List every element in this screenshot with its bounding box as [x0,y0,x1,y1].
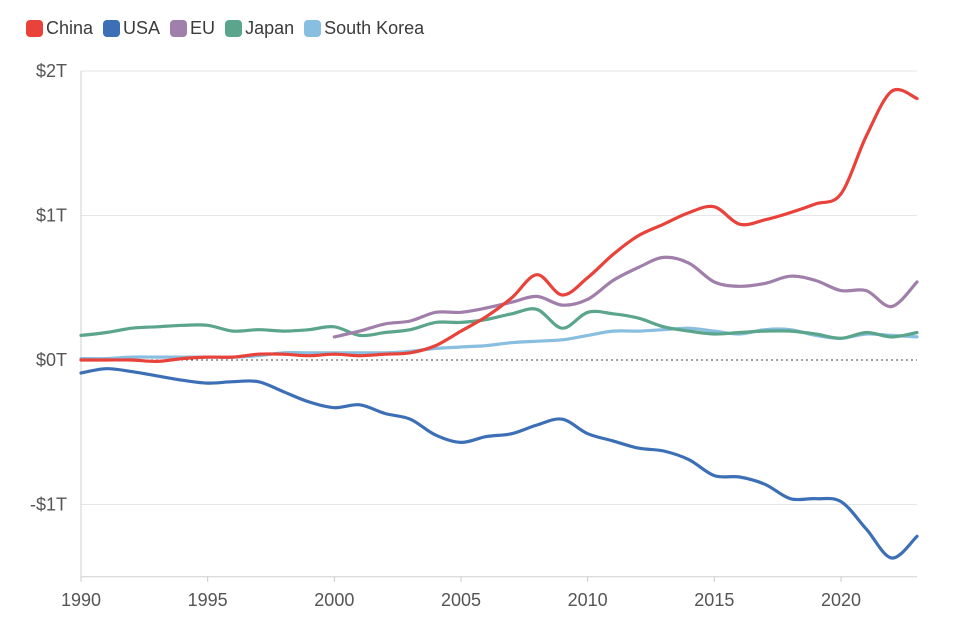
series-line-usa [79,367,919,560]
legend-swatch [304,19,322,37]
series-line-japan [79,307,919,340]
legend-item-japan: Japan [225,18,294,39]
legend-item-usa: USA [103,18,160,39]
legend-item-south-korea: South Korea [304,18,424,39]
y-tick-label: $0T [36,350,67,370]
x-tick-label: 1990 [61,590,101,610]
series-line-eu [332,255,919,339]
x-tick-label: 2000 [314,590,354,610]
x-tick-label: 2010 [568,590,608,610]
series-lines [79,87,919,560]
legend-swatch [225,19,243,37]
legend-label: Japan [245,17,295,38]
grid [81,70,917,505]
legend-label: South Korea [324,17,425,38]
x-tick-label: 2015 [694,590,734,610]
legend-item-eu: EU [170,18,215,39]
series-line-china [79,87,919,364]
y-tick-label: -$1T [30,495,67,515]
y-tick-label: $2T [36,61,67,81]
x-axis: 1990 1995 2000 2005 2010 2015 2020 [61,71,917,610]
legend-swatch [170,19,188,37]
x-tick-label: 1995 [188,590,228,610]
legend: China USA EU Japan South Korea [26,15,424,41]
legend-label: USA [123,17,161,38]
legend-label: China [46,17,94,38]
legend-item-china: China [26,18,93,39]
x-tick-label: 2005 [441,590,481,610]
legend-swatch [103,19,121,37]
legend-swatch [26,19,43,37]
legend-label: EU [190,17,216,38]
x-tick-label: 2020 [821,590,861,610]
y-axis-labels: $2T $1T $0T -$1T [30,61,67,515]
y-tick-label: $1T [36,206,67,226]
